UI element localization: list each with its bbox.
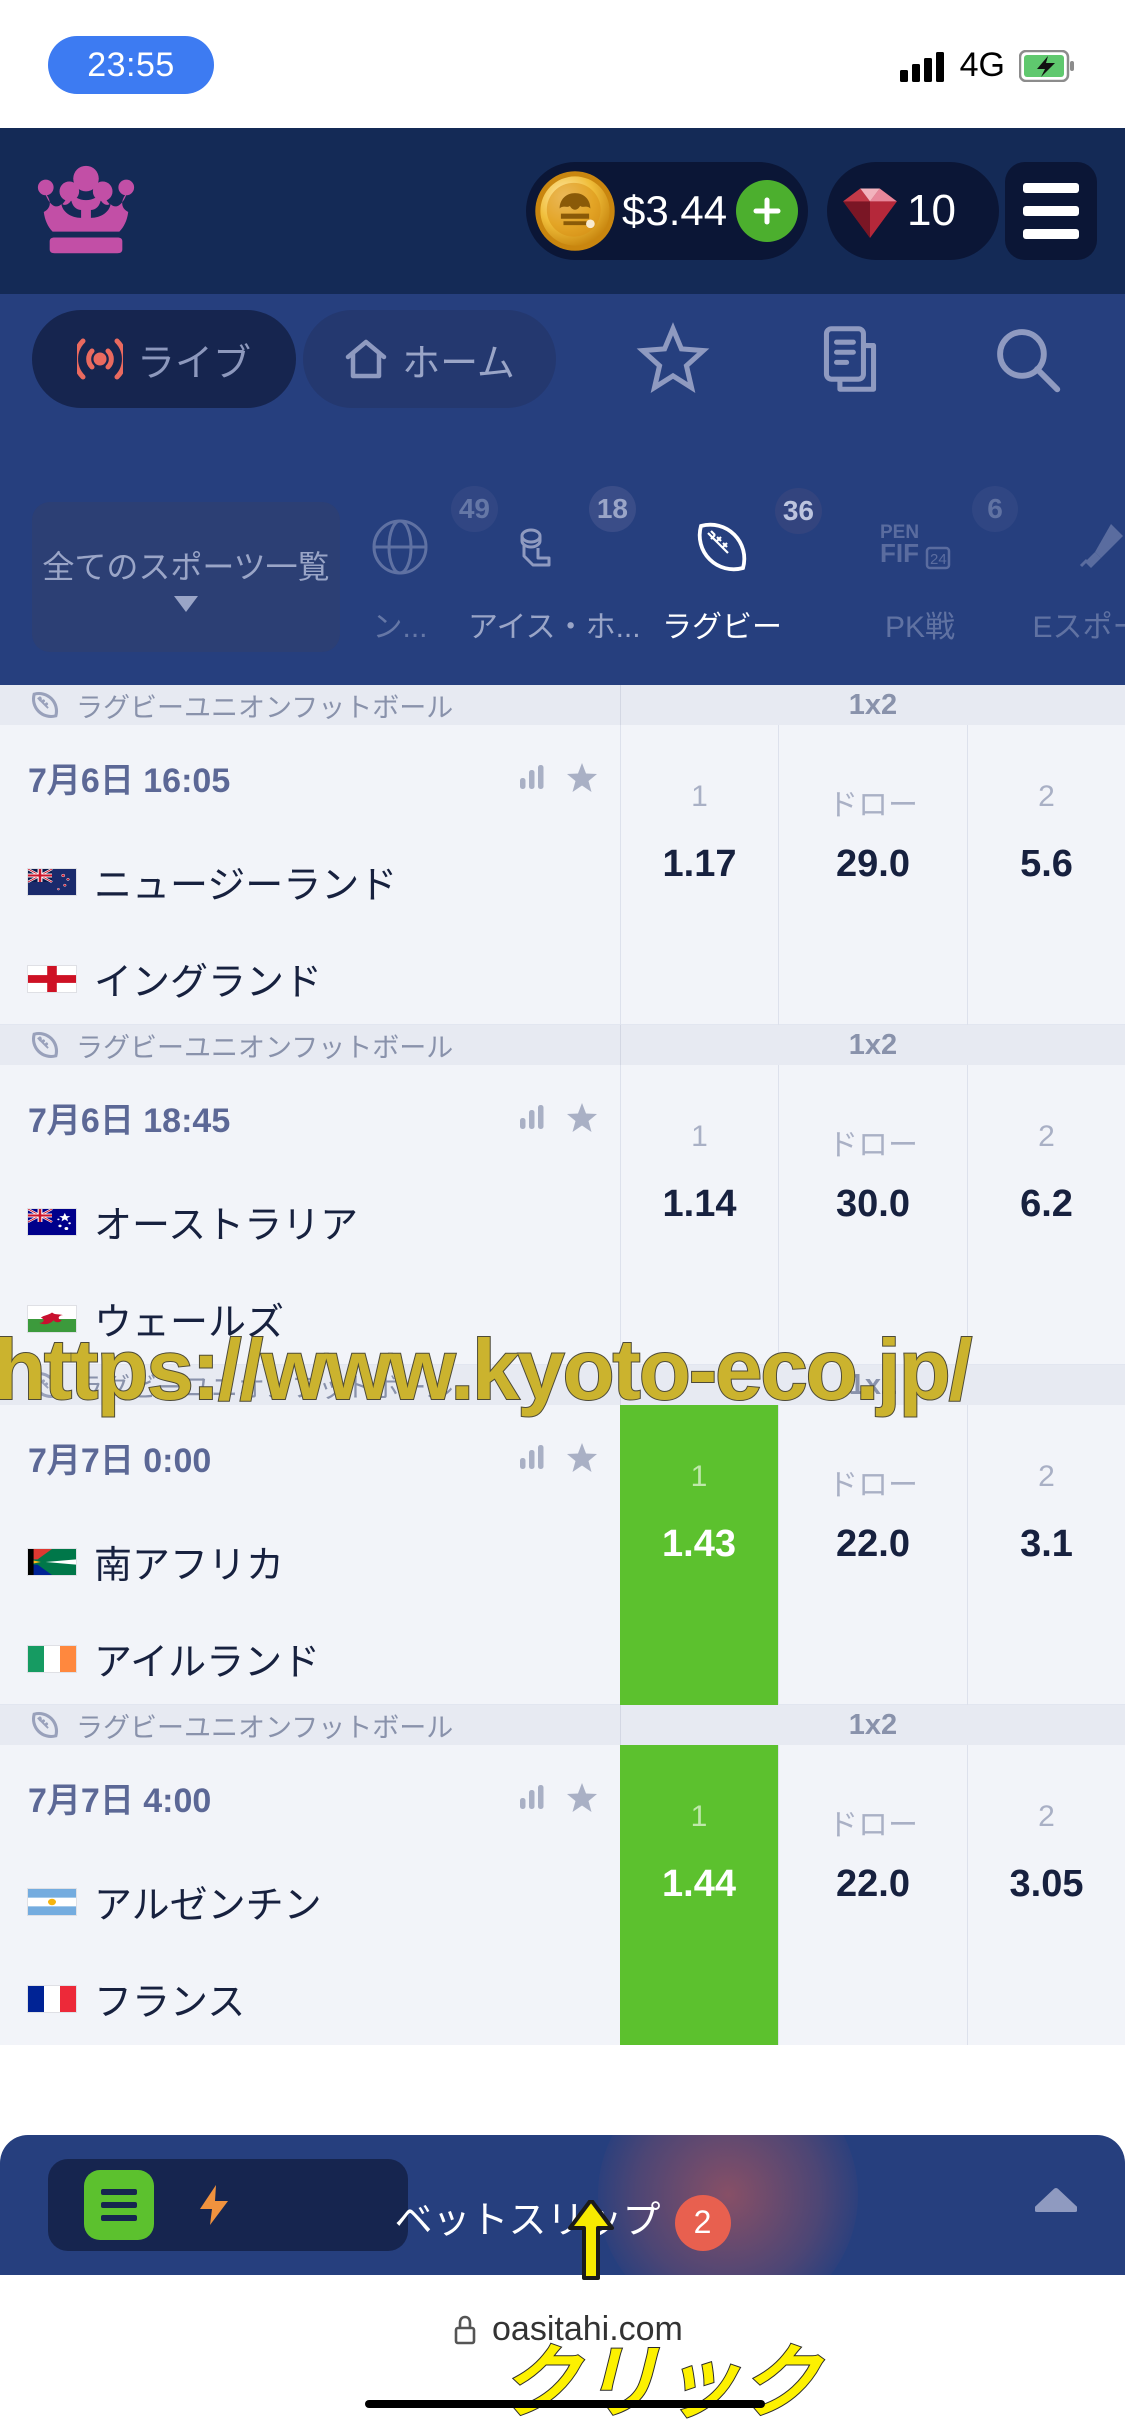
svg-text:24: 24 bbox=[930, 551, 947, 568]
svg-text:FIF: FIF bbox=[880, 538, 919, 568]
